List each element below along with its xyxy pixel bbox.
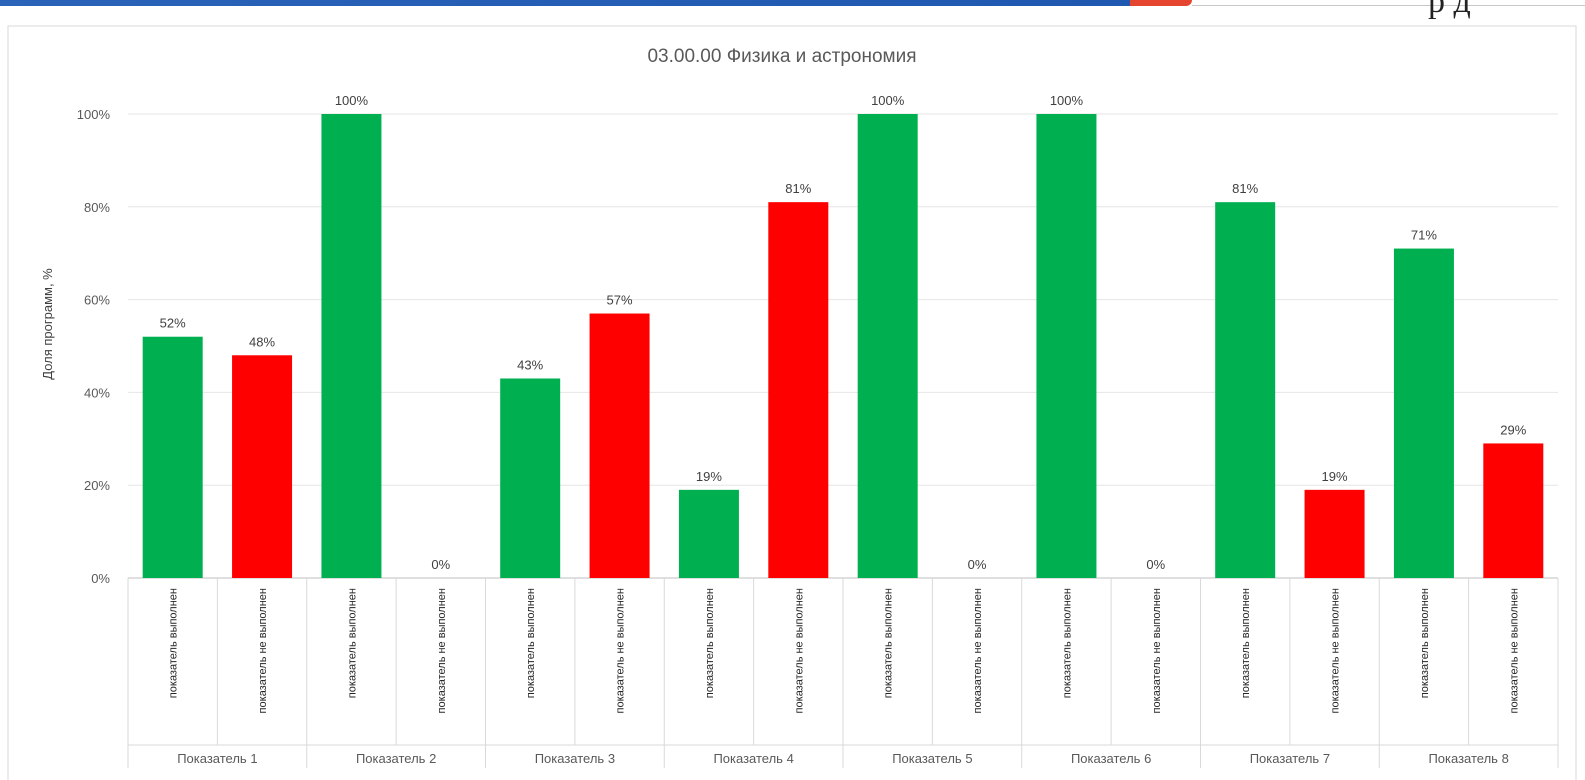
header-rule <box>1192 5 1585 6</box>
bar <box>1215 202 1276 578</box>
group-label: Показатель 8 <box>1428 751 1508 766</box>
data-label: 29% <box>1500 422 1526 437</box>
data-label: 52% <box>160 316 186 331</box>
group-label: Показатель 5 <box>892 751 972 766</box>
data-label: 57% <box>607 293 633 308</box>
category-label: показатель не выполнен <box>1151 588 1163 713</box>
data-label: 0% <box>968 557 987 572</box>
chart-frame <box>7 25 1577 780</box>
category-label: показатель выполнен <box>1240 588 1252 698</box>
data-label: 100% <box>1050 93 1084 108</box>
header-red-accent <box>1130 0 1192 6</box>
y-tick-label: 60% <box>84 293 110 308</box>
category-label: показатель не выполнен <box>1330 588 1342 713</box>
bar <box>1304 489 1365 578</box>
y-axis-ticks: 0% 20% 40% 60% 80% 100% <box>77 107 111 586</box>
data-label: 0% <box>1146 557 1165 572</box>
data-label: 19% <box>696 469 722 484</box>
group-label: Показатель 4 <box>713 751 793 766</box>
bar <box>1483 443 1544 578</box>
category-label: показатель не выполнен <box>615 588 627 713</box>
y-axis-label: Доля программ, % <box>40 268 55 380</box>
group-label: Показатель 7 <box>1250 751 1330 766</box>
header-blue-band <box>0 0 1130 6</box>
data-label: 43% <box>517 357 543 372</box>
data-label: 100% <box>871 93 905 108</box>
bar <box>500 378 561 578</box>
category-label: показатель выполнен <box>883 588 895 698</box>
bar <box>142 336 203 578</box>
group-label: Показатель 2 <box>356 751 436 766</box>
group-label: Показатель 6 <box>1071 751 1151 766</box>
y-tick-label: 0% <box>91 571 110 586</box>
data-label: 0% <box>431 557 450 572</box>
data-label: 48% <box>249 334 275 349</box>
y-tick-label: 40% <box>84 385 110 400</box>
corner-text: р д <box>1428 0 1471 20</box>
bar <box>678 489 739 578</box>
category-label: показатель не выполнен <box>972 588 984 713</box>
data-labels: 52% 100% 43% 19% 100% 100% 81% 71% 48% 0% 57% 81% 0%… <box>160 93 1527 572</box>
data-label: 19% <box>1322 469 1348 484</box>
category-label: показатель не выполнен <box>793 588 805 713</box>
bar <box>1036 114 1097 578</box>
category-label: показатель выполнен <box>704 588 716 698</box>
bar <box>857 114 918 578</box>
data-label: 81% <box>785 181 811 196</box>
group-label: Показатель 1 <box>177 751 257 766</box>
y-tick-label: 80% <box>84 200 110 215</box>
x-axis: Показатель 1 показатель выполнен показател… <box>127 578 1559 768</box>
bar <box>321 114 382 578</box>
y-tick-label: 100% <box>77 107 111 122</box>
bar <box>768 202 829 578</box>
category-label: показатель выполнен <box>1419 588 1431 698</box>
bars <box>142 114 1544 578</box>
y-tick-label: 20% <box>84 478 110 493</box>
category-label: показатель выполнен <box>525 588 537 698</box>
data-label: 71% <box>1411 228 1437 243</box>
data-label: 100% <box>335 93 369 108</box>
category-label: показатель не выполнен <box>436 588 448 713</box>
data-label: 81% <box>1232 181 1258 196</box>
bar <box>232 355 293 578</box>
bar <box>1393 248 1454 578</box>
group-label: Показатель 3 <box>535 751 615 766</box>
chart-title: 03.00.00 Физика и астрономия <box>647 46 916 67</box>
bar <box>589 313 650 578</box>
category-label: показатель не выполнен <box>257 588 269 713</box>
category-label: показатель выполнен <box>346 588 358 698</box>
category-label: показатель не выполнен <box>1508 588 1520 713</box>
category-label: показатель выполнен <box>1061 588 1073 698</box>
category-label: показатель выполнен <box>168 588 180 698</box>
